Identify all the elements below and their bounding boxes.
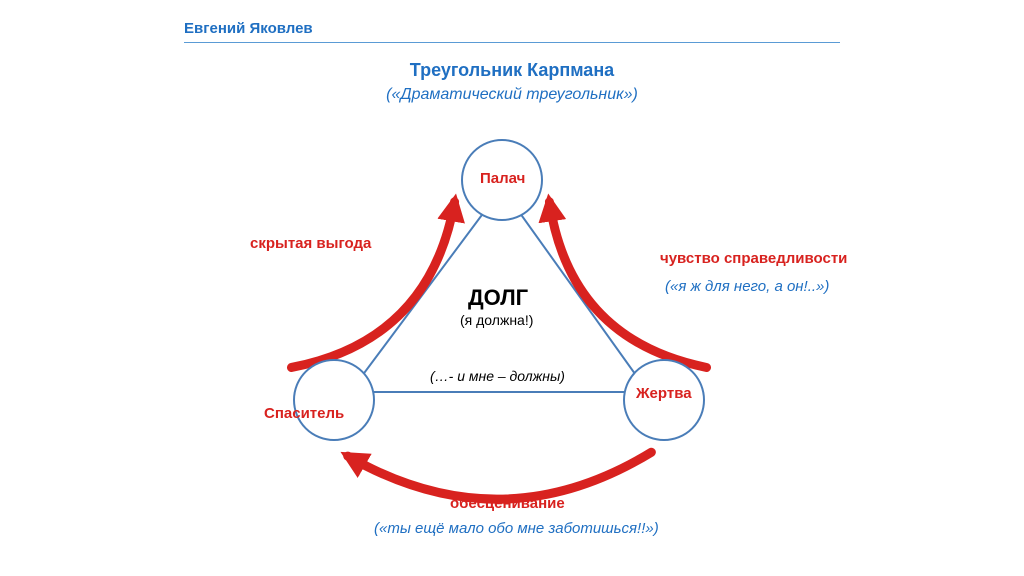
edge-label-bottom: обесценивание (450, 495, 565, 512)
author-name: Евгений Яковлев (184, 20, 313, 37)
page-title: Треугольник Карпмана (0, 60, 1024, 81)
edge-label-right: чувство справедливости (660, 250, 847, 267)
karpman-diagram: Палач Спаситель Жертва ДОЛГ (я должна!) … (0, 110, 1024, 576)
page-subtitle: («Драматический треугольник») (0, 86, 1024, 104)
node-label-top: Палач (480, 170, 525, 187)
center-sub1: (я должна!) (460, 312, 533, 328)
edge-label-left: скрытая выгода (250, 235, 371, 252)
center-main: ДОЛГ (468, 285, 528, 311)
edge-quote-right: («я ж для него, а он!..») (665, 278, 829, 295)
node-label-right: Жертва (636, 385, 692, 402)
node-label-left: Спаситель (264, 405, 344, 422)
edge-quote-bottom: («ты ещё мало обо мне заботишься!!») (374, 520, 659, 537)
header-rule (184, 42, 840, 43)
center-sub2: (…- и мне – должны) (430, 368, 565, 384)
